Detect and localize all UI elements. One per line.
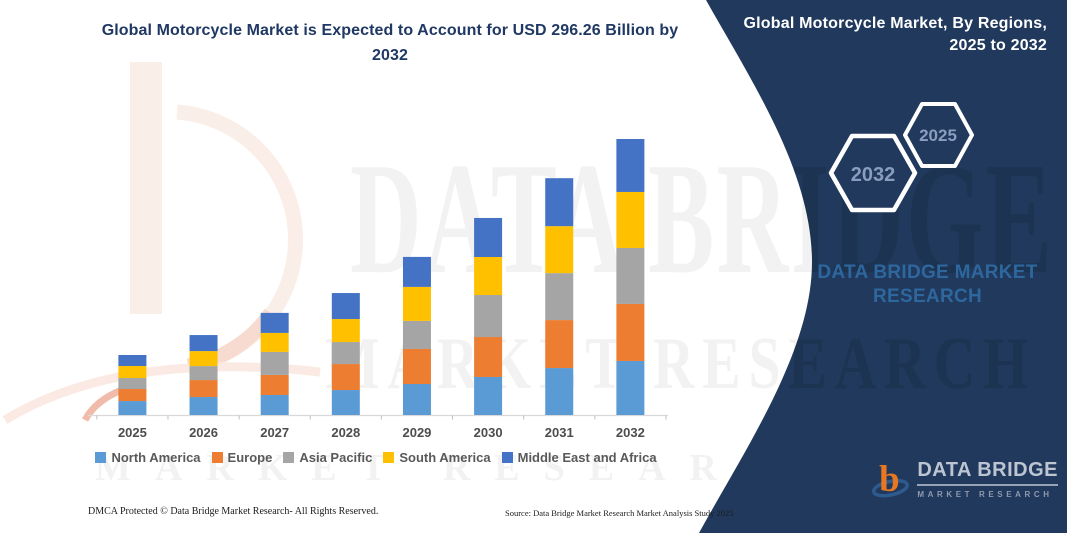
logo-swoosh — [872, 478, 909, 498]
bar-segment-2026-europe — [189, 380, 218, 398]
bar-segment-2028-south-america — [331, 319, 360, 343]
footer-source: Source: Data Bridge Market Research Mark… — [505, 508, 734, 518]
bar-segment-2028-europe — [331, 364, 360, 391]
bar-segment-2026-north-america — [189, 397, 218, 415]
bar-segment-2025-europe — [118, 389, 147, 402]
bar-segment-2026-middle-east-and-africa — [189, 335, 218, 352]
legend-label: Asia Pacific — [299, 450, 373, 465]
bar-segment-2029-europe — [402, 348, 431, 384]
bar-segment-2027-asia-pacific — [260, 351, 289, 375]
bar-segment-2030-north-america — [474, 376, 503, 415]
x-label-2032: 2032 — [616, 425, 645, 440]
bar-segment-2029-south-america — [402, 286, 431, 321]
bar-segment-2029-north-america — [402, 383, 431, 415]
legend-label: Middle East and Africa — [517, 450, 657, 465]
legend-swatch — [211, 452, 223, 463]
bar-segment-2032-europe — [616, 303, 645, 361]
bar-segment-2031-south-america — [545, 226, 574, 274]
bar-segment-2030-middle-east-and-africa — [474, 217, 503, 257]
bar-segment-2028-middle-east-and-africa — [331, 293, 360, 320]
legend-item-south-america: South America — [383, 450, 491, 465]
bar-segment-2027-north-america — [260, 394, 289, 415]
bar-segment-2027-south-america — [260, 332, 289, 352]
logo-monogram: b — [879, 458, 900, 499]
dbmr-logo: b DATA BRIDGE MARKET RESEARCH — [872, 449, 1058, 509]
bar-segment-2028-asia-pacific — [331, 342, 360, 365]
x-label-2031: 2031 — [545, 425, 574, 440]
bar-segment-2027-middle-east-and-africa — [260, 312, 289, 333]
bar-segment-2031-north-america — [545, 368, 574, 415]
year-hexagons: 2032 2025 — [828, 102, 974, 213]
x-label-2027: 2027 — [260, 425, 289, 440]
bar-segment-2027-europe — [260, 374, 289, 395]
legend-item-europe: Europe — [211, 450, 273, 465]
x-label-2025: 2025 — [118, 425, 147, 440]
bar-segment-2032-asia-pacific — [616, 247, 645, 304]
bar-segment-2026-south-america — [189, 351, 218, 367]
bar-segment-2031-europe — [545, 320, 574, 369]
legend-label: Europe — [227, 450, 273, 465]
dbmr-logo-mark: b — [872, 458, 909, 499]
legend-item-asia-pacific: Asia Pacific — [283, 450, 372, 465]
legend-item-north-america: North America — [95, 450, 201, 465]
panel-heading: Global Motorcycle Market, By Regions, 20… — [743, 15, 1047, 55]
hexagon-2032 — [828, 133, 918, 213]
x-label-2030: 2030 — [474, 425, 503, 440]
panel-brand-line2: RESEARCH — [872, 286, 983, 308]
bar-segment-2032-north-america — [616, 360, 645, 415]
bar-segment-2030-europe — [474, 337, 503, 377]
bar-segment-2030-asia-pacific — [474, 295, 503, 338]
bar-segment-2030-south-america — [474, 256, 503, 296]
bar-segment-2031-middle-east-and-africa — [545, 178, 574, 227]
bar-segment-2031-asia-pacific — [545, 273, 574, 321]
bar-segment-2025-south-america — [118, 365, 147, 379]
side-panel-background — [699, 0, 1067, 533]
logo-text: DATA BRIDGE MARKET RESEARCH — [917, 449, 1058, 499]
bar-segment-2025-middle-east-and-africa — [118, 355, 147, 366]
bar-segment-2029-middle-east-and-africa — [402, 256, 431, 287]
panel-brand-text: DATA BRIDGE MARKET RESEARCH — [795, 261, 1060, 310]
x-label-2026: 2026 — [189, 425, 218, 440]
bar-segment-2032-middle-east-and-africa — [616, 139, 645, 192]
legend-item-middle-east-and-africa: Middle East and Africa — [501, 450, 657, 465]
bar-segment-2025-asia-pacific — [118, 378, 147, 390]
legend-label: South America — [399, 450, 491, 465]
legend-swatch — [501, 452, 513, 463]
logo-wordmark: DATA BRIDGE — [917, 459, 1058, 486]
legend-label: North America — [111, 450, 201, 465]
bar-segment-2026-asia-pacific — [189, 366, 218, 381]
legend-swatch — [283, 452, 295, 463]
hexagon-2025 — [903, 102, 974, 168]
legend-swatch — [95, 452, 107, 463]
bar-segment-2029-asia-pacific — [402, 320, 431, 349]
bar-segment-2032-south-america — [616, 191, 645, 248]
legend-swatch — [383, 452, 395, 463]
logo-subtext: MARKET RESEARCH — [917, 490, 1053, 499]
footer-copyright: DMCA Protected © Data Bridge Market Rese… — [88, 506, 379, 517]
chart-title: Global Motorcycle Market is Expected to … — [101, 22, 679, 64]
panel-brand-line1: DATA BRIDGE MARKET — [817, 262, 1038, 283]
hexagon-2025-label: 2025 — [919, 126, 957, 145]
chart-legend: North America Europe Asia Pacific South Ame… — [84, 450, 668, 465]
bar-segment-2025-north-america — [118, 401, 147, 415]
bar-segment-2028-north-america — [331, 390, 360, 415]
hexagon-2032-label: 2032 — [851, 164, 896, 186]
x-label-2028: 2028 — [331, 425, 360, 440]
x-label-2029: 2029 — [402, 425, 431, 440]
